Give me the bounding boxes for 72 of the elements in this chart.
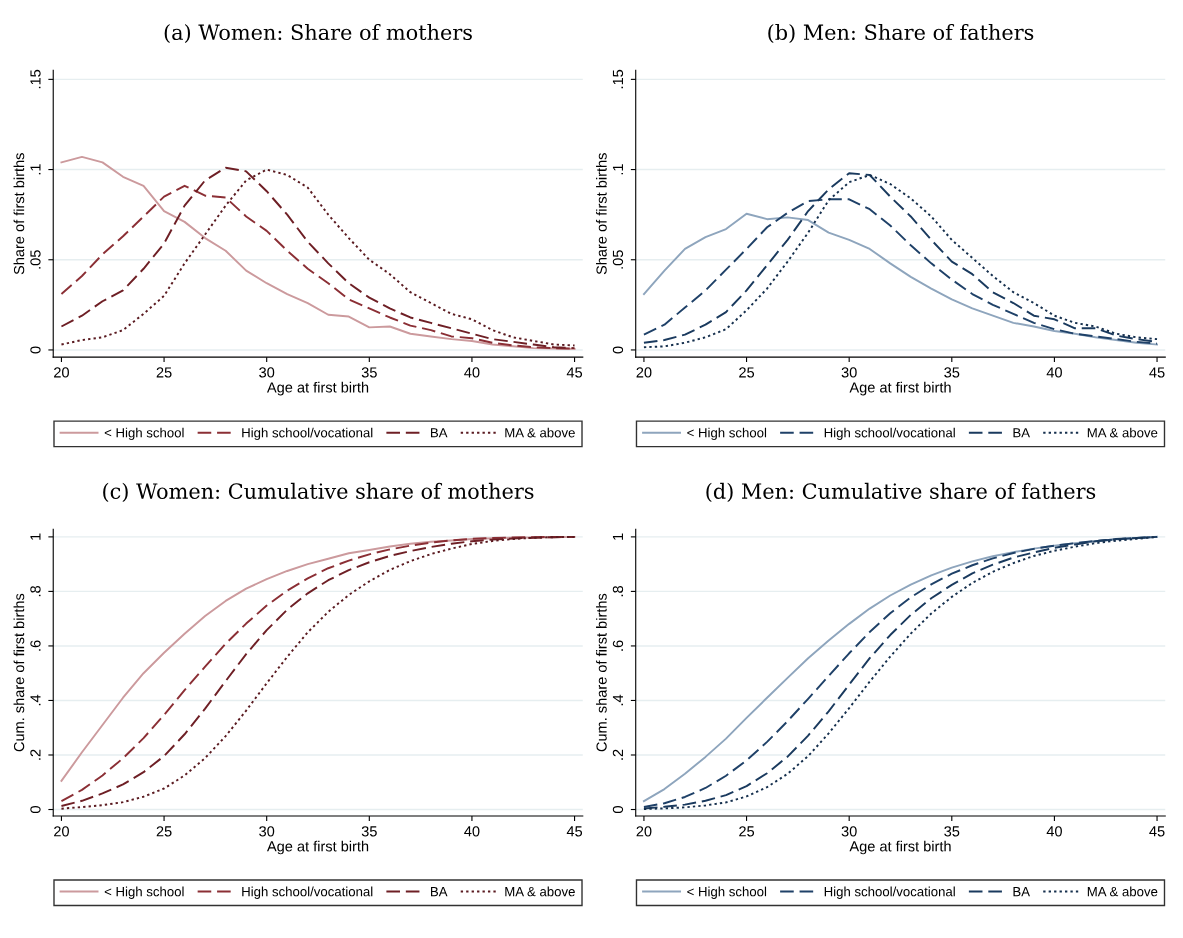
x-axis-title: Age at first birth [849,381,951,396]
x-axis-title: Age at first birth [266,381,369,396]
y-tick-label: .8 [612,585,624,597]
legend-label: BA [1013,428,1030,438]
x-tick-label: 40 [464,826,480,837]
x-axis-title: Age at first birth [266,840,369,855]
y-tick-label: .15 [612,69,624,89]
x-tick-label: 25 [156,367,172,378]
chart-title: (b) Men: Share of fathers [768,23,1034,44]
x-tick-label: 25 [739,367,755,378]
y-tick-label: .15 [30,69,41,89]
y-tick-label: 1 [30,533,41,540]
x-tick-label: 30 [259,826,275,837]
y-tick-label: .6 [30,640,41,651]
x-tick-label: 20 [54,826,69,837]
legend-label: High school/vocational [824,886,955,899]
x-tick-label: 25 [156,826,172,837]
legend-label: High school/vocational [242,427,373,441]
chart-title: (d) Men: Cumulative share of fathers [706,482,1096,502]
chart-title: (a) Women: Share of mothers [164,23,472,44]
legend-label: < High school [687,427,767,441]
legend-label: BA [431,428,448,438]
x-tick-label: 40 [464,367,480,378]
x-tick-label: 35 [944,826,960,837]
x-tick-label: 30 [259,367,275,378]
y-axis-title: Share of first births [596,153,607,275]
legend-label: MA & above [505,886,575,897]
x-tick-label: 45 [1149,826,1165,837]
legend-label: MA & above [505,427,575,438]
x-tick-label: 35 [944,367,960,378]
y-tick-label: .05 [30,250,41,269]
x-tick-label: 45 [566,826,583,837]
x-tick-label: 35 [361,826,377,837]
y-axis-title: Cum. share of first births [596,593,607,752]
y-tick-label: .1 [30,164,41,175]
y-axis-title: Share of first births [13,153,25,275]
y-tick-label: 0 [612,346,624,354]
y-axis-title: Cum. share of first births [13,593,25,752]
chart-title: (c) Women: Cumulative share of mothers [103,482,534,502]
x-tick-label: 20 [636,367,652,378]
x-tick-label: 40 [1046,367,1062,378]
y-tick-label: .1 [612,164,623,175]
legend-label: High school/vocational [242,886,373,899]
x-tick-label: 35 [361,367,377,378]
x-tick-label: 45 [566,367,583,378]
y-tick-label: .2 [30,749,41,760]
legend-label: < High school [104,886,184,899]
x-axis-title: Age at first birth [849,840,951,855]
legend-label: < High school [687,886,767,899]
x-tick-label: 40 [1046,826,1062,837]
x-tick-label: 45 [1149,367,1165,378]
y-tick-label: 1 [612,533,623,540]
x-tick-label: 20 [636,826,652,837]
legend-label: MA & above [1087,427,1158,438]
legend-label: High school/vocational [824,427,955,441]
legend-label: MA & above [1087,886,1158,897]
y-tick-label: .2 [612,749,623,760]
x-tick-label: 30 [841,367,857,378]
legend-label: BA [1013,887,1030,897]
y-tick-label: .8 [30,585,41,597]
x-tick-label: 20 [54,367,69,378]
legend-label: BA [431,887,448,897]
y-tick-label: 0 [30,346,41,354]
y-tick-label: .05 [612,250,624,269]
legend-label: < High school [104,427,184,441]
y-tick-label: 0 [30,806,41,813]
y-tick-label: .6 [612,640,624,651]
y-tick-label: .4 [612,694,623,706]
y-tick-label: 0 [612,806,624,813]
y-tick-label: .4 [30,694,41,706]
x-tick-label: 30 [841,826,857,837]
x-tick-label: 25 [739,826,755,837]
